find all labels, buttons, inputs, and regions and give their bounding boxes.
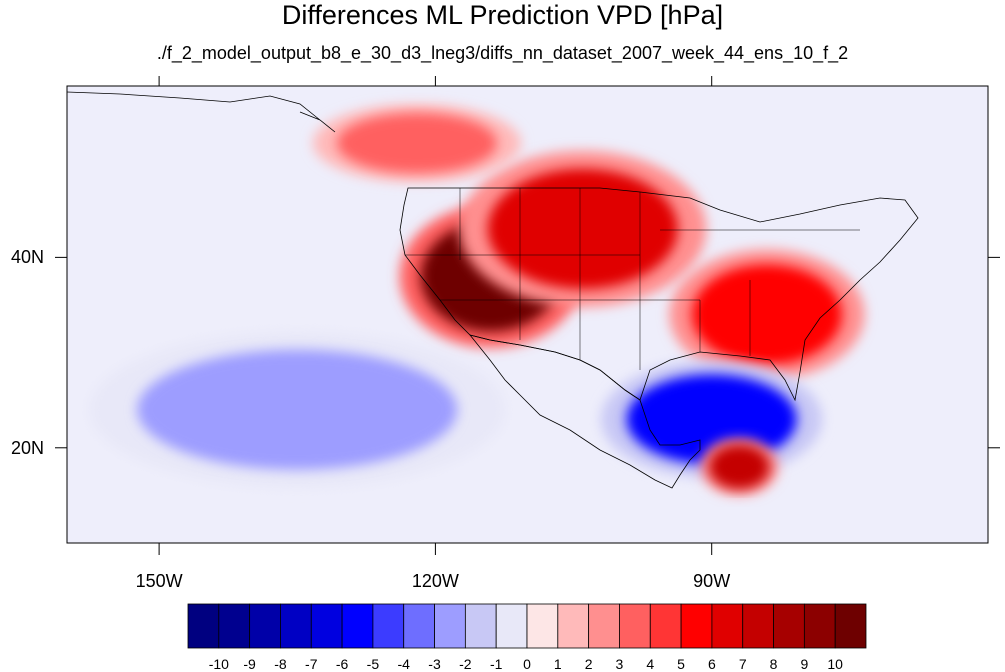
- difference-field: [89, 104, 865, 496]
- colorbar-level-label: 4: [646, 656, 655, 672]
- lon-label: 120W: [411, 571, 459, 591]
- colorbar-level-label: 1: [553, 656, 562, 672]
- colorbar-swatch: [834, 603, 867, 649]
- lon-label: 150W: [135, 571, 183, 591]
- colorbar-level-label: -8: [274, 656, 287, 672]
- colorbar-level-label: 0: [523, 656, 531, 672]
- lon-label: 90W: [693, 571, 731, 591]
- colorbar-swatch: [526, 603, 559, 649]
- colorbar-swatch: [218, 603, 251, 649]
- colorbar-swatch: [619, 603, 651, 649]
- southeast-us-positive: [691, 264, 842, 365]
- map-frame: [66, 85, 989, 544]
- us-outline: [399, 187, 919, 402]
- colorbar-level-label: -5: [366, 656, 380, 672]
- colorbar-level-label: 9: [800, 656, 809, 672]
- colorbar-level-label: 5: [677, 656, 685, 672]
- coastlines: [67, 91, 919, 489]
- colorbar-level-label: 3: [615, 656, 624, 672]
- colorbar-swatch: [588, 603, 620, 649]
- lat-label: 20N: [10, 437, 44, 458]
- eastern-pacific-negative: [137, 349, 458, 470]
- colorbar-swatch: [280, 603, 312, 649]
- colorbar-level-label: 7: [738, 656, 747, 672]
- colorbar-swatch: [495, 603, 528, 649]
- colorbar-swatch: [341, 603, 374, 649]
- colorbar-level-label: -7: [305, 656, 318, 672]
- colorbar-level-label: -10: [208, 656, 229, 672]
- colorbar-swatch: [742, 603, 774, 649]
- colorbar-level-label: 6: [708, 656, 716, 672]
- colorbar-swatch: [403, 603, 435, 649]
- colorbar-swatch: [310, 603, 343, 649]
- colorbar-swatch: [680, 603, 713, 649]
- colorbar-swatch: [187, 603, 220, 649]
- colorbar-swatch: [711, 603, 744, 649]
- lat-label: 40N: [10, 247, 44, 268]
- caribbean-positive: [709, 444, 770, 489]
- colorbar-swatch: [803, 603, 836, 649]
- colorbar-level-label: -6: [335, 656, 349, 672]
- colorbar-swatch: [773, 603, 805, 649]
- colorbar-level-label: -1: [489, 656, 503, 672]
- colorbar-level-label: -9: [243, 656, 256, 672]
- colorbar-level-label: -3: [428, 656, 441, 672]
- map-title: Differences ML Prediction VPD [hPa]: [281, 0, 724, 30]
- colorbar-swatch: [464, 603, 497, 649]
- colorbar-swatch: [557, 603, 590, 649]
- colorbar-swatch: [434, 603, 466, 649]
- colorbar-level-label: 2: [584, 656, 593, 672]
- axis-ticks: [55, 76, 1000, 555]
- central-plains-positive: [487, 168, 678, 289]
- state-borders: [405, 188, 860, 370]
- colorbar-swatch: [649, 603, 682, 649]
- colorbar-level-label: 8: [769, 656, 778, 672]
- gulf-of-alaska-positive: [336, 113, 497, 174]
- colorbar-swatch: [249, 603, 281, 649]
- colorbar-level-label: 10: [827, 656, 843, 672]
- map-subtitle: ./f_2_model_output_b8_e_30_d3_lneg3/diff…: [156, 43, 849, 63]
- colorbar-level-label: -4: [397, 656, 410, 672]
- colorbar-swatch: [372, 603, 405, 649]
- alaska-coast: [67, 91, 336, 133]
- colorbar-level-label: -2: [459, 656, 472, 672]
